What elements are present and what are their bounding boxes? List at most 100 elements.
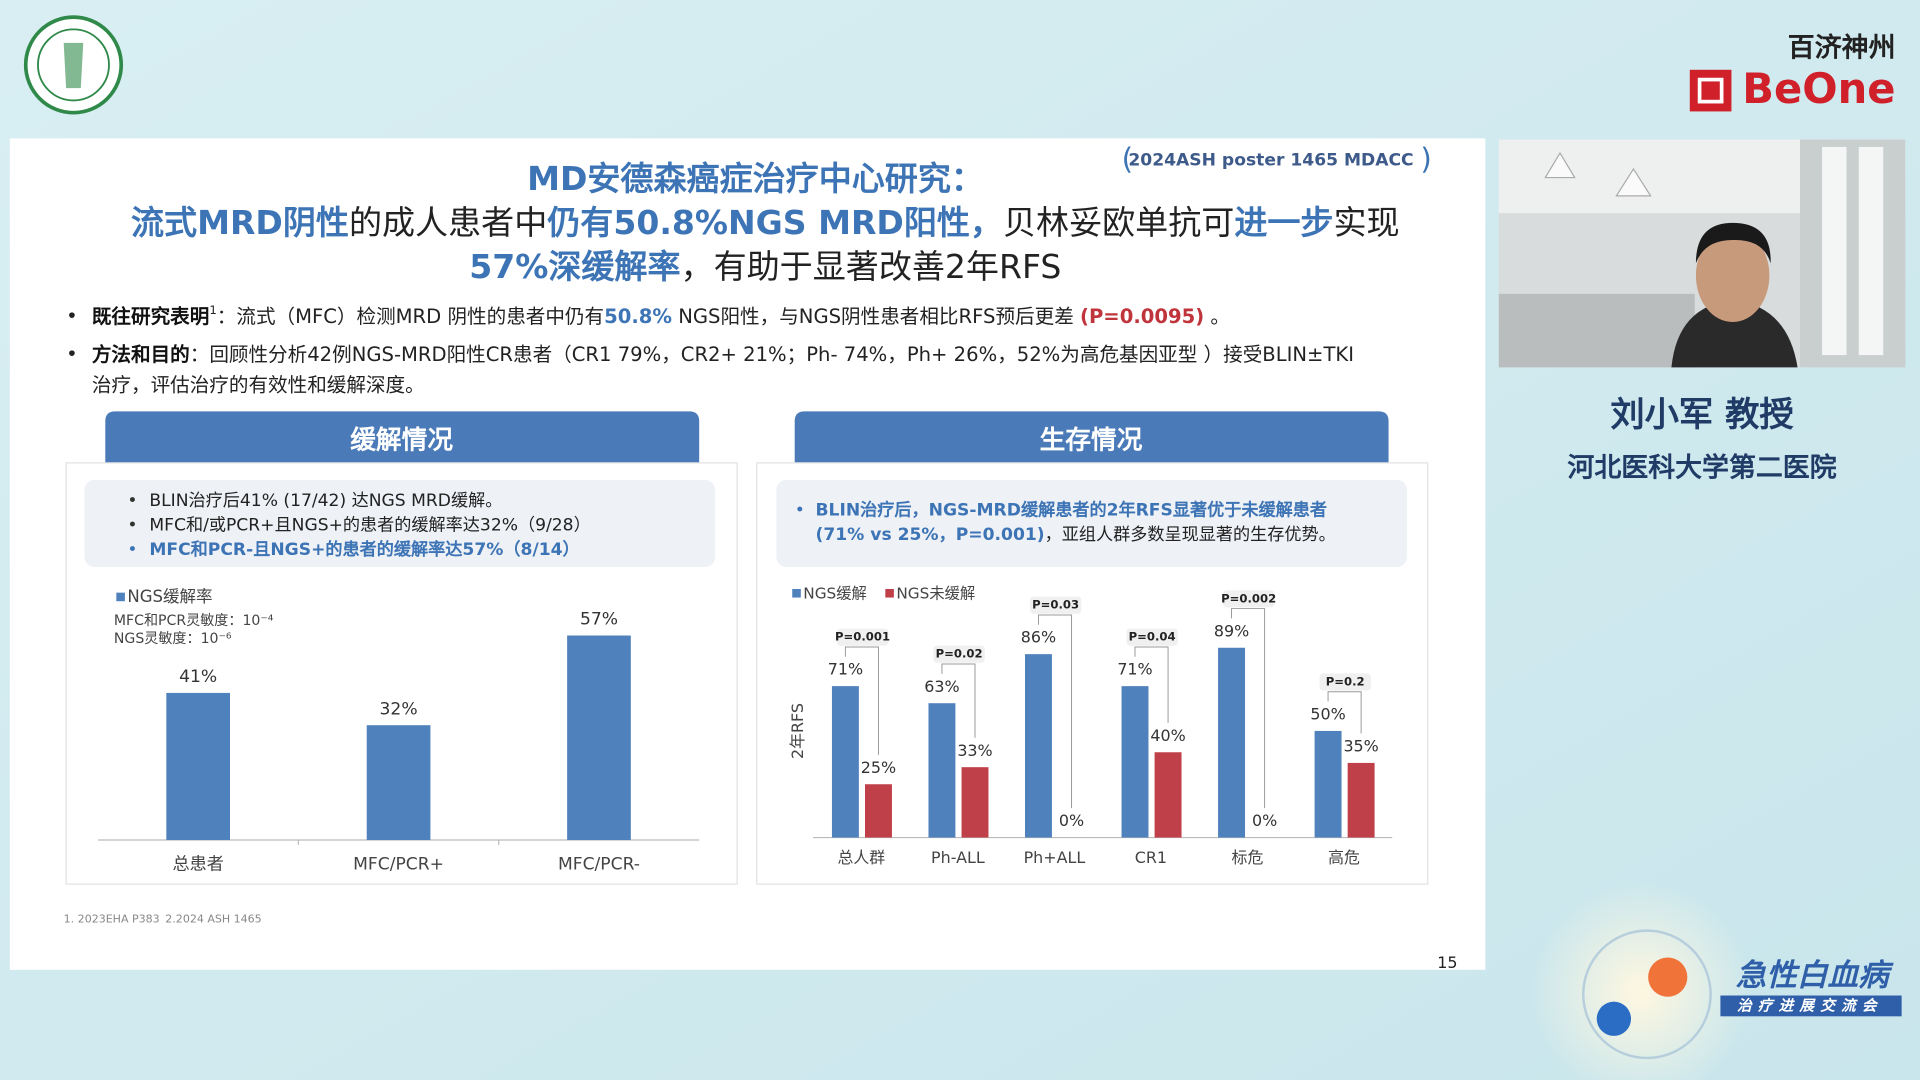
event-title: 急性白血病 [1736, 959, 1894, 994]
panel-title: 生存情况 [1040, 425, 1143, 455]
bullet: • [127, 491, 137, 511]
text-segment: 治疗，评估治疗的有效性和缓解深度。 [92, 373, 425, 396]
x-tick-label: Ph-ALL [931, 848, 985, 867]
annotation-box [1029, 596, 1082, 614]
legend-label: NGS缓解 [803, 584, 867, 602]
text-segment: 贝林妥欧单抗可 [1003, 203, 1234, 242]
annotation-box [1222, 590, 1275, 608]
text-line: 治疗，评估治疗的有效性和缓解深度。 [92, 373, 425, 396]
text-segment: (P=0.0095) [1080, 305, 1204, 328]
text-line: 流式MRD阴性的成人患者中仍有50.8%NGS MRD阳性，贝林妥欧单抗可进一步… [131, 203, 1400, 242]
text-segment: MFC和/或PCR+且NGS+的患者的缓解率达32%（9/28） [149, 515, 590, 535]
tag: 2024ASH poster 1465 MDACC [1128, 150, 1413, 170]
annotation: P=0.04 [1129, 630, 1176, 644]
text-line: 既往研究表明1：流式（MFC）检测MRD 阴性的患者中仍有50.8% NGS阳性… [92, 303, 1230, 328]
panel-header [105, 411, 700, 463]
text-line: 方法和目的：回顾性分析42例NGS-MRD阳性CR患者（CR1 79%，CR2+… [92, 343, 1354, 366]
text-segment: 流式MRD阴性 [131, 203, 349, 242]
value-label: 71% [828, 660, 863, 679]
legend-swatch [116, 592, 125, 602]
text-segment: 50.8% [604, 305, 672, 328]
footnote: 1. 2023EHA P383 [64, 913, 160, 926]
annotation-box [1126, 628, 1178, 646]
annotation: P=0.001 [835, 630, 890, 644]
value-label: 33% [957, 741, 992, 760]
text-segment: ：回顾性分析42例NGS-MRD阳性CR患者（CR1 79%，CR2+ 21%；… [190, 343, 1354, 366]
x-tick-label: 高危 [1328, 848, 1360, 867]
bar [961, 767, 989, 838]
y-axis-label: 2年RFS [788, 703, 807, 759]
value-label: 89% [1214, 621, 1249, 640]
text-segment: 1 [209, 303, 216, 317]
legend-swatch [885, 588, 894, 598]
x-tick-label: MFC/PCR+ [353, 854, 444, 874]
text-segment: NGS阳性，与NGS阴性患者相比RFS预后更差 [672, 305, 1080, 328]
event-subtitle: 治疗进展交流会 [1737, 998, 1883, 1015]
text-line: MFC和/或PCR+且NGS+的患者的缓解率达32%（9/28） [149, 515, 590, 535]
event-logo-art [1530, 881, 1902, 1080]
value-label: 86% [1021, 628, 1056, 647]
x-tick-label: 总人群 [837, 848, 885, 867]
bar [1314, 730, 1342, 838]
webcam [1498, 139, 1906, 368]
generated: MD安德森癌症治疗中心研究： 流式MRD阴性的成人患者中仍有50.8%NGS MR… [66, 159, 1399, 875]
brand-icon [1689, 69, 1732, 112]
text-segment: 仍有50.8%NGS MRD阳性， [547, 203, 1003, 242]
x-tick-label: CR1 [1135, 848, 1167, 867]
text-segment: 。 [1204, 305, 1230, 328]
text-line: (71% vs 25%，P=0.001)，亚组人群多数呈现显著的生存优势。 [816, 525, 1336, 545]
value-label: 25% [861, 758, 896, 777]
speaker-affiliation: 河北医科大学第二医院 [1567, 451, 1836, 483]
panel-border [65, 462, 738, 885]
bullet: • [127, 515, 137, 535]
value-label: 71% [1117, 660, 1152, 679]
x-tick-label: 标危 [1232, 848, 1264, 867]
text-segment: 进一步 [1234, 203, 1333, 242]
bar [1154, 752, 1182, 838]
value-label: 41% [179, 667, 217, 687]
annotation: P=0.03 [1032, 598, 1079, 612]
bar [831, 686, 859, 838]
annotation: P=0.2 [1326, 674, 1365, 688]
bar [1121, 686, 1149, 838]
x-tick-label: 总患者 [172, 854, 223, 874]
bar [567, 635, 631, 840]
text-line: BLIN治疗后，NGS-MRD缓解患者的2年RFS显著优于未缓解患者 [816, 500, 1327, 521]
significance-bracket [844, 646, 879, 755]
bar [1218, 647, 1245, 838]
text-segment: ：流式（MFC）检测MRD 阴性的患者中仍有 [217, 305, 604, 328]
annotation: P=0.002 [1221, 591, 1276, 605]
chart-note: MFC和PCR灵敏度：10⁻⁴ [114, 613, 274, 629]
bullet: • [66, 305, 78, 328]
legend-label: NGS未缓解 [896, 584, 975, 602]
text-segment: BLIN治疗后，NGS-MRD缓解患者的2年RFS显著优于未缓解患者 [816, 500, 1327, 521]
society-logo [23, 15, 124, 115]
speaker-name: 刘小军 教授 [1610, 395, 1794, 435]
text-segment: 方法和目的 [92, 343, 190, 366]
text-segment: 实现 [1333, 203, 1399, 242]
bar [1025, 654, 1052, 838]
annotation-box [933, 645, 985, 663]
text-line: MD安德森癌症治疗中心研究： [527, 159, 984, 198]
bullet: • [795, 501, 805, 521]
text-segment: MD安德森癌症治疗中心研究： [527, 159, 984, 198]
text-segment: ，亚组人群多数呈现显著的生存优势。 [1045, 525, 1336, 545]
text-segment: 既往研究表明 [92, 305, 209, 328]
chart-note: NGS灵敏度：10⁻⁶ [114, 631, 232, 647]
brand-icon-inner [1697, 77, 1724, 104]
value-label: 57% [580, 610, 618, 630]
bar [1347, 762, 1375, 838]
x-tick-label: Ph+ALL [1024, 848, 1086, 867]
value-label: 50% [1310, 705, 1345, 724]
x-tick-label: MFC/PCR- [558, 854, 640, 874]
text-segment: ，有助于显著改善2年RFS [681, 247, 1062, 286]
panel-title: 缓解情况 [350, 424, 453, 455]
legend-swatch [792, 588, 801, 598]
text-segment: 57%深缓解率 [469, 247, 680, 286]
bar [366, 725, 431, 840]
brand-cn: 百济神州 [1788, 32, 1896, 63]
value-label: 0% [1059, 811, 1084, 830]
text-line: BLIN治疗后41% (17/42) 达NGS MRD缓解。 [149, 491, 502, 511]
value-label: 35% [1343, 736, 1378, 755]
